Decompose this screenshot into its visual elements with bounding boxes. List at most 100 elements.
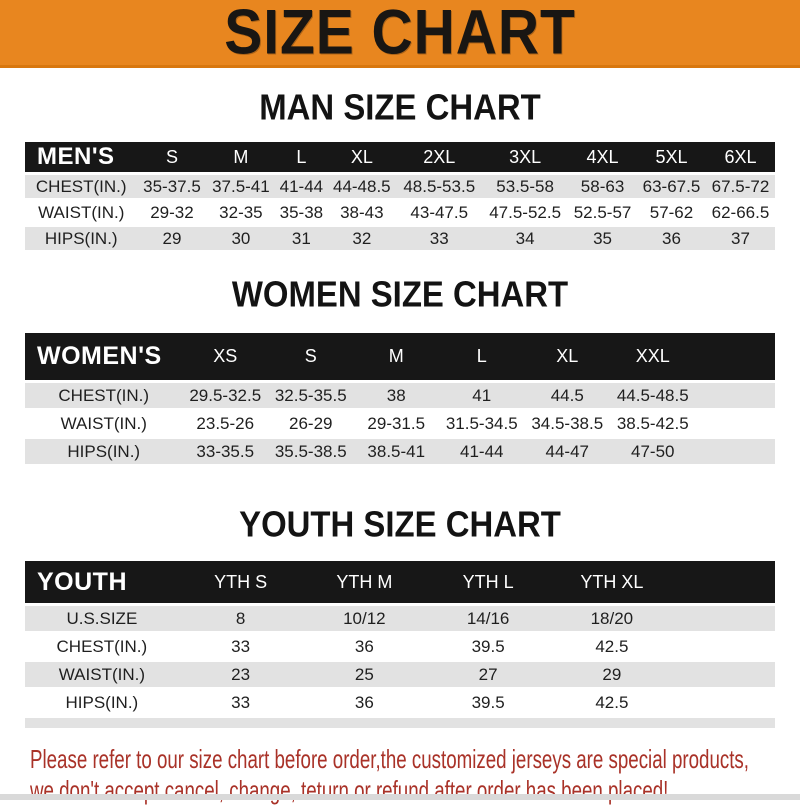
table-row: CHEST(IN.) 35-37.5 37.5-41 41-44 44-48.5 48.5… xyxy=(25,175,775,198)
banner: SIZE CHART xyxy=(0,0,800,68)
size-column-header: 5XL xyxy=(637,142,706,172)
size-column-header: L xyxy=(275,142,328,172)
charts-container: MAN SIZE CHART MEN'S S M L XL 2XL 3XL 4XL 5XL 6XL C… xyxy=(0,87,800,728)
row-spacer xyxy=(673,662,775,687)
size-value-cell: 34 xyxy=(482,227,569,250)
table-row: WAIST(IN.) 23.5-26 26-29 29-31.5 31.5-34.5 34… xyxy=(25,411,775,436)
size-value-cell: 38-43 xyxy=(340,202,384,222)
row-label: HIPS(IN.) xyxy=(25,439,183,464)
men-section-title: MAN SIZE CHART xyxy=(259,87,541,128)
size-value-cell: 29 xyxy=(550,662,674,687)
size-column-header: 3XL xyxy=(482,142,569,172)
women-section-title: WOMEN SIZE CHART xyxy=(231,274,569,315)
size-column-header: YTH S xyxy=(178,561,303,603)
size-value-cell: 33 xyxy=(231,636,251,656)
youth-header-label: YOUTH xyxy=(25,561,179,603)
size-value-cell: 52.5-57 xyxy=(573,202,632,222)
disclaimer-line-2: we don't accept cancel, change, teturn o… xyxy=(30,775,669,805)
men-header-row: MEN'S S M L XL 2XL 3XL 4XL 5XL 6XL xyxy=(25,142,775,172)
size-value-cell: 29 xyxy=(137,227,207,250)
size-value-cell: 27 xyxy=(426,662,550,687)
size-column-header: YTH L xyxy=(426,561,550,603)
size-value-cell: 41-44 xyxy=(275,175,328,198)
size-value-cell: 38.5-42.5 xyxy=(616,413,689,433)
disclaimer-line-1: Please refer to our size chart before or… xyxy=(30,744,749,774)
size-value-cell: 39.5 xyxy=(471,636,505,656)
table-row: U.S.SIZE 8 10/12 14/16 18/20 xyxy=(25,606,775,631)
size-column-header: M xyxy=(206,142,276,172)
size-column-header: YTH XL xyxy=(550,561,674,603)
size-column-header: L xyxy=(439,333,525,380)
size-value-cell: 26-29 xyxy=(289,413,333,433)
size-value-cell: 35 xyxy=(568,227,638,250)
size-value-cell: 44-48.5 xyxy=(327,175,397,198)
size-value-cell: 30 xyxy=(206,227,276,250)
size-column-header: XL xyxy=(524,333,610,380)
header-spacer xyxy=(695,333,775,380)
men-header-label: MEN'S xyxy=(25,142,138,172)
row-label: WAIST(IN.) xyxy=(38,202,125,222)
size-column-header: S xyxy=(268,333,354,380)
row-spacer xyxy=(696,411,776,436)
row-spacer xyxy=(674,634,775,659)
header-spacer xyxy=(673,561,775,603)
size-value-cell: 42.5 xyxy=(595,692,629,712)
size-value-cell: 37.5-41 xyxy=(206,175,276,198)
size-value-cell: 10/12 xyxy=(302,606,427,631)
size-value-cell: 38.5-41 xyxy=(353,439,439,464)
size-value-cell: 53.5-58 xyxy=(482,175,569,198)
youth-size-chart-section: YOUTH SIZE CHART YOUTH YTH S YTH M YTH L YTH … xyxy=(0,506,800,728)
size-value-cell: 44.5 xyxy=(524,383,610,408)
size-value-cell: 32.5-35.5 xyxy=(268,383,354,408)
size-value-cell: 44.5-48.5 xyxy=(610,383,696,408)
size-value-cell: 38 xyxy=(353,383,439,408)
size-column-header: YTH M xyxy=(302,561,427,603)
size-value-cell: 41-44 xyxy=(439,439,525,464)
size-value-cell: 62-66.5 xyxy=(711,202,770,222)
table-row: CHEST(IN.) 29.5-32.5 32.5-35.5 38 41 44.5 44.5… xyxy=(25,383,775,408)
row-label: CHEST(IN.) xyxy=(56,636,148,656)
size-value-cell: 35.5-38.5 xyxy=(268,439,354,464)
size-value-cell: 36 xyxy=(354,692,374,712)
page-bottom-edge xyxy=(0,794,800,800)
youth-header-row: YOUTH YTH S YTH M YTH L YTH XL xyxy=(25,561,775,603)
size-value-cell: 36 xyxy=(637,227,706,250)
size-value-cell: 36 xyxy=(354,636,374,656)
men-size-chart-section: MAN SIZE CHART MEN'S S M L XL 2XL 3XL 4XL 5XL 6XL C… xyxy=(0,87,800,253)
size-value-cell: 42.5 xyxy=(595,636,629,656)
size-column-header: XL xyxy=(327,142,397,172)
row-label: WAIST(IN.) xyxy=(60,413,147,433)
women-header-label: WOMEN'S xyxy=(25,333,183,380)
size-column-header: M xyxy=(353,333,439,380)
size-value-cell: 35-38 xyxy=(279,202,324,222)
size-value-cell: 23 xyxy=(178,662,303,687)
row-spacer xyxy=(674,690,775,715)
size-value-cell: 29-32 xyxy=(150,202,194,222)
table-row: WAIST(IN.) 23 25 27 29 xyxy=(25,662,775,687)
size-value-cell: 33 xyxy=(231,692,251,712)
size-value-cell: 48.5-53.5 xyxy=(396,175,483,198)
size-value-cell: 23.5-26 xyxy=(196,413,255,433)
size-value-cell: 57-62 xyxy=(649,202,694,222)
size-value-cell: 63-67.5 xyxy=(637,175,706,198)
table-row: HIPS(IN.) 33 36 39.5 42.5 xyxy=(25,690,775,715)
size-value-cell: 14/16 xyxy=(426,606,550,631)
size-value-cell: 31.5-34.5 xyxy=(445,413,518,433)
size-value-cell: 25 xyxy=(302,662,427,687)
table-bottom-strip xyxy=(25,718,775,728)
size-value-cell: 47.5-52.5 xyxy=(489,202,562,222)
size-value-cell: 43-47.5 xyxy=(410,202,469,222)
size-value-cell: 33-35.5 xyxy=(182,439,268,464)
row-spacer xyxy=(695,439,775,464)
page-title: SIZE CHART xyxy=(224,0,576,68)
size-value-cell: 31 xyxy=(275,227,328,250)
size-value-cell: 35-37.5 xyxy=(137,175,207,198)
size-value-cell: 41 xyxy=(439,383,525,408)
size-column-header: XXL xyxy=(610,333,696,380)
row-label: U.S.SIZE xyxy=(25,606,179,631)
size-value-cell: 34.5-38.5 xyxy=(531,413,604,433)
size-value-cell: 67.5-72 xyxy=(705,175,775,198)
youth-size-table: YOUTH YTH S YTH M YTH L YTH XL U.S.SIZE 8 10/12… xyxy=(25,558,775,718)
row-label: WAIST(IN.) xyxy=(25,662,179,687)
row-label: HIPS(IN.) xyxy=(25,227,138,250)
